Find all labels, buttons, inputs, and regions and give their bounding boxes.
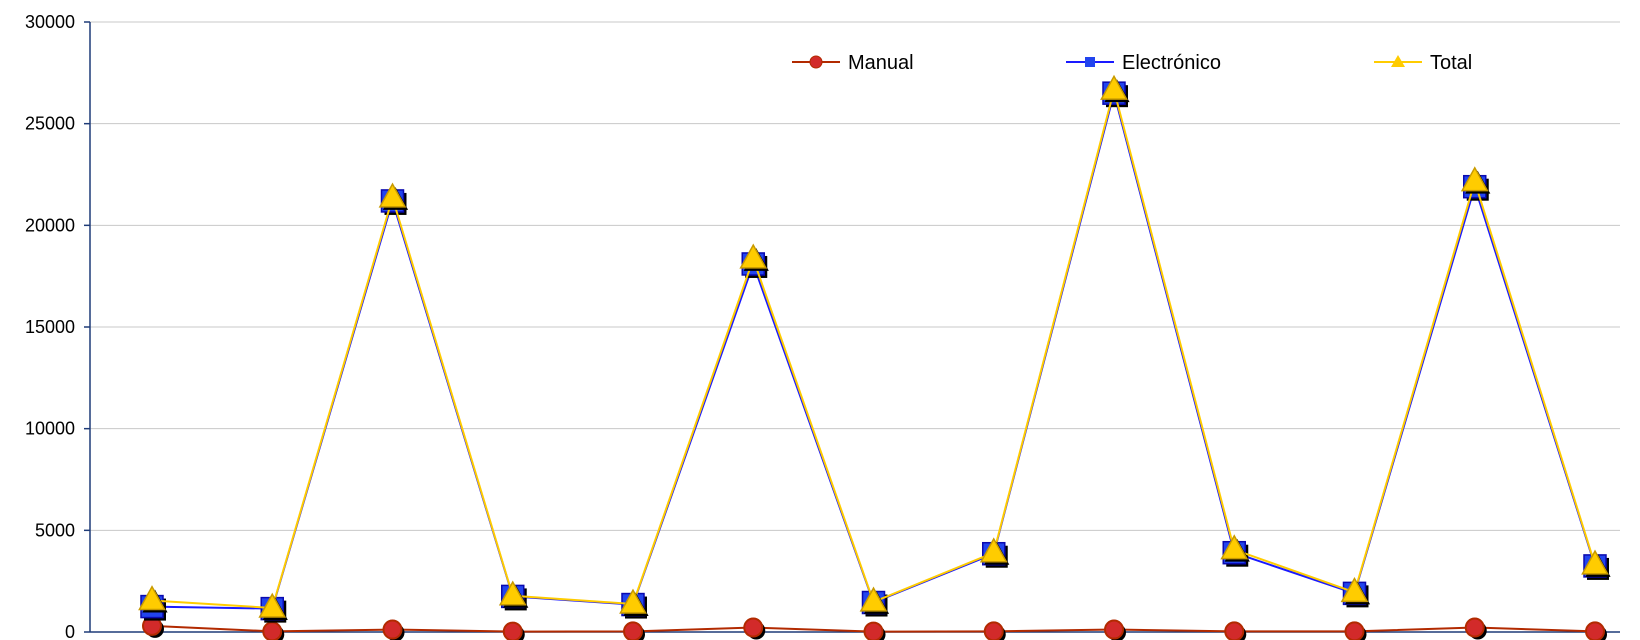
data-point-manual [1585, 621, 1607, 640]
data-point-manual [502, 621, 525, 640]
data-point-manual [1464, 617, 1487, 640]
legend: Manual Electrónico Total [792, 52, 1472, 74]
legend-label: Total [1430, 52, 1472, 74]
data-point-manual [1344, 621, 1367, 640]
series-total [138, 74, 1611, 621]
series-manual [142, 615, 1607, 640]
legend-marker [809, 55, 823, 69]
marker-body [1104, 619, 1124, 640]
legend-label: Electrónico [1122, 52, 1221, 74]
data-point-total [1581, 549, 1611, 577]
data-point-manual [863, 621, 886, 640]
marker-body [619, 588, 647, 614]
marker-body [1464, 617, 1485, 638]
data-point-total [378, 182, 409, 210]
data-point-manual [1224, 621, 1247, 640]
data-point-manual [983, 621, 1006, 640]
marker-body [378, 182, 407, 208]
data-point-total [498, 580, 529, 608]
marker-body [1344, 621, 1365, 640]
marker-body [1220, 534, 1249, 560]
marker-body [623, 621, 643, 640]
data-point-total [1220, 534, 1250, 562]
y-tick-label: 15000 [25, 317, 75, 337]
marker-body [1340, 576, 1369, 603]
series-lines [138, 74, 1611, 640]
marker-body [502, 621, 523, 640]
marker-body [258, 592, 287, 618]
y-tick-label: 25000 [25, 114, 75, 134]
data-point-total [138, 585, 168, 613]
legend-item-electronico: Electrónico [1066, 52, 1221, 74]
marker-body [743, 617, 764, 638]
y-tick-labels: 0 5000 10000 15000 20000 25000 30000 [25, 12, 75, 640]
data-point-manual [382, 619, 405, 640]
legend-item-manual: Manual [792, 52, 914, 74]
data-point-total [739, 243, 769, 271]
marker-body [983, 621, 1004, 640]
marker-body [739, 243, 768, 269]
marker-body [138, 585, 166, 611]
legend-label: Manual [848, 52, 914, 74]
data-point-total [1460, 166, 1491, 194]
marker-body [859, 586, 888, 612]
data-point-total [619, 588, 649, 616]
data-point-manual [743, 617, 766, 640]
grid-lines [90, 21, 1620, 531]
marker-body [1460, 166, 1489, 192]
legend-item-total: Total [1374, 52, 1472, 74]
data-point-manual [623, 621, 645, 640]
series-line-electronico [151, 89, 1596, 610]
marker-body [1224, 621, 1245, 640]
marker-body [498, 580, 527, 606]
y-tick-label: 30000 [25, 12, 75, 32]
marker-body [979, 537, 1008, 563]
marker-body [382, 619, 403, 640]
y-tick-label: 5000 [35, 520, 75, 540]
marker-body [262, 621, 283, 640]
y-tick-label: 0 [65, 622, 75, 640]
data-point-total [1340, 576, 1371, 605]
data-point-total [258, 592, 288, 621]
marker-body [1585, 621, 1605, 640]
data-point-total [979, 537, 1010, 565]
data-point-total [1100, 74, 1130, 103]
marker-body [1100, 74, 1128, 100]
legend-marker [1391, 55, 1405, 67]
marker-body [1581, 549, 1609, 575]
y-tick-label: 20000 [25, 215, 75, 235]
legend-marker [1085, 57, 1095, 67]
data-point-total [859, 586, 890, 614]
series-electronico [140, 81, 1609, 623]
y-tick-label: 10000 [25, 419, 75, 439]
data-point-manual [262, 621, 285, 640]
data-point-manual [1104, 619, 1126, 640]
marker-body [863, 621, 884, 640]
